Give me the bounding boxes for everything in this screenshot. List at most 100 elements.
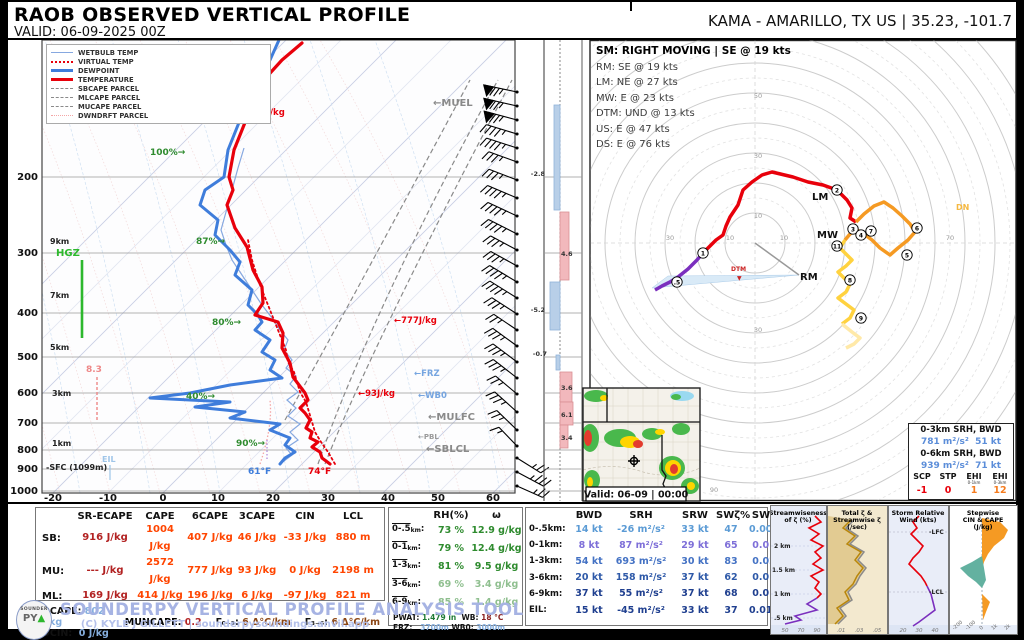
cell: 12.4 g/kg [471,542,522,554]
pressure-tick: 800 [17,445,38,456]
legend-item: TEMPERATURE [51,75,266,84]
skewt-border [41,40,516,494]
cell: 14 kt [575,523,603,535]
cell: 62 [724,572,738,584]
omega-bar [555,354,561,371]
height-label: 3km [52,389,71,398]
row-label: 3-6km: [392,578,422,589]
rh90-annotation: 90%→ [236,439,266,449]
scp-value: -1 [916,485,928,496]
srh-0-3-values: 781 m²/s² 51 kt [920,437,1002,447]
cell: 85 % [437,597,465,609]
surface-temp-label: 74°F [308,467,331,477]
lcl-label: -LCL [929,589,944,596]
pressure-tick: 400 [17,308,38,319]
col-header: SR-ECAPE [77,511,133,522]
dewpoint-line-icon [51,69,73,72]
cell: 73 % [437,524,465,536]
cell: 2572 J/kg [146,557,174,585]
cell: 46 J/kg [237,532,277,544]
composite-indices: SCP STP EHI EHI 0-1km 0-3km -1 0 1 12 [909,473,1013,497]
srh-0-3-header: 0-3km SRH, BWD [920,425,1002,435]
x-tick: 2k [1003,623,1012,632]
cell: -26 m²/s² [617,523,665,535]
header-rule [8,38,1016,40]
pwat-value: 1.479 in [422,613,457,623]
col-header: SRW [682,510,708,521]
legend-item: MLCAPE PARCEL [51,93,266,102]
frame-bottom [0,629,1024,640]
cell: 15 kt [575,604,603,616]
col-header: 6CAPE [191,511,229,522]
col-header: SWζ% [716,510,751,521]
ring-label: 30 [754,152,762,160]
cell: -97 J/kg [283,590,327,601]
hgz-annotation: HGZ [56,248,80,259]
valid-time: VALID: 06-09-2025 00Z [14,25,166,40]
temp-tick: 50 [431,493,445,504]
omega-bar [549,281,561,331]
stp-value: 0 [944,485,952,496]
omega-strip: -2.8 4.6 -5.2 -0.7 3.6 6.1 3.4 [531,40,583,501]
cell: 414 J/kg [137,590,183,601]
dwndrft-parcel-trace [259,399,272,465]
row-label: MU: [42,566,65,577]
cape-area [982,518,1008,570]
cell: 880 m [335,532,371,544]
pressure-tick: 1000 [10,486,38,497]
cell: 8 kt [578,539,600,551]
dtm-line: DTM: UND @ 13 kts [596,108,695,119]
ehi3-value: 12 [993,485,1007,496]
panel-title: Stepwise [967,510,999,517]
sm-line: SM: RIGHT MOVING | SE @ 19 kts [596,45,791,57]
cell: 0.01 [752,572,776,584]
col-header: LCL [342,511,364,522]
row-label: 6-9km: [529,588,563,599]
legend-item: WETBULB TEMP [51,48,266,57]
row-label: 6-9km: [392,596,422,607]
y-label: 1.5 km [772,567,795,574]
x-tick: 50 [782,628,789,634]
muncape-value: 0.2 [184,616,202,628]
col-header: ω [492,510,501,521]
ehi1-value: 1 [970,485,978,496]
x-tick: -200 [951,620,964,632]
ring-label: 70 [946,234,954,242]
col-header: CIN [295,511,315,522]
omega-label: -2.8 [531,170,546,178]
cell: 12.9 g/kg [471,524,522,536]
frz-value: 3700m [420,622,449,632]
storm-motion-info: SM: RIGHT MOVING | SE @ 19 kts RM: SE @ … [596,44,791,153]
cell: 30 kt [681,556,709,567]
hodo-trace-9-12km [840,322,862,350]
col-header: 3CAPE [238,511,276,522]
moisture-footer: PWAT: 1.479 in WB: 18 °C FRZ: 3700m WB0:… [393,613,506,632]
dwndrft-line-icon [51,115,73,116]
cell: 9.5 g/kg [474,561,519,572]
cell: 69 % [437,579,465,591]
ring-label: 90 [710,486,718,494]
y-label: 1 km [774,591,791,598]
panel-title: Wind (kts) [900,517,937,524]
temp-tick: 0 [160,493,167,504]
mw-marker: MW [817,230,838,241]
radar-echoes [583,390,699,497]
station-label: KAMA - AMARILLO, TX US | 35.23, -101.7 [708,12,1012,30]
cell: 0 J/kg [289,565,321,577]
height-label: 7km [50,291,69,300]
cell: 20 kt [575,572,603,584]
cell: 777 J/kg [187,565,233,577]
height-marker: 6 [915,226,919,233]
cell: 83 [724,556,738,567]
muel-annotation: ←MUEL [433,98,473,109]
height-marker: .5 [674,280,680,287]
frame-left [0,0,8,640]
panel-title: Streamwiseness [770,510,827,517]
ring-label: 10 [754,212,762,220]
kinematics-table: BWD SRH SRW SWζ% SWζ 0-.5km: 14 kt -26 m… [525,507,779,626]
cin-area [960,556,986,588]
lapse-annotation: 8.3 [86,365,102,375]
lapse36-value: 6 Δ°C/km [331,616,380,628]
dewpoint-curve [148,40,297,466]
panel-title: (/sec) [847,524,867,531]
